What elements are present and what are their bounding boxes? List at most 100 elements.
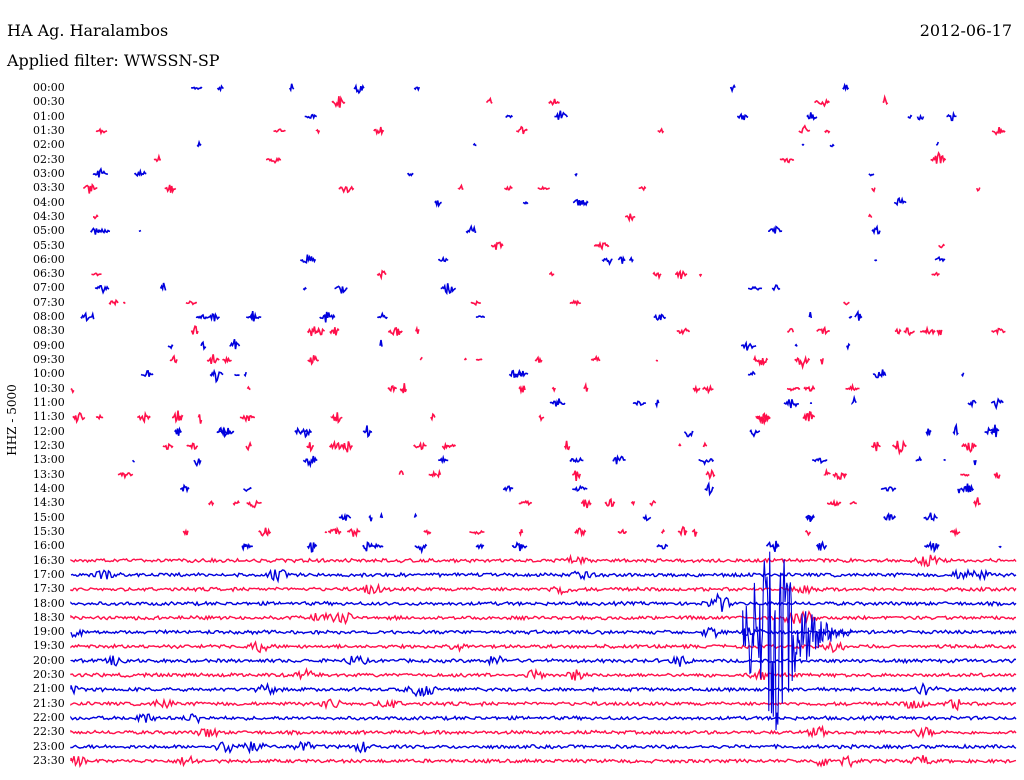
event-mark: [879, 369, 887, 379]
row-time-label: 06:30: [33, 267, 65, 281]
event-mark: [436, 468, 442, 479]
event-mark: [753, 354, 757, 362]
event-mark: [265, 156, 282, 164]
event-mark: [334, 285, 348, 294]
event-mark: [952, 422, 959, 437]
trace-row: [167, 339, 851, 351]
event-mark: [924, 540, 940, 554]
event-mark: [883, 512, 897, 521]
event-mark: [90, 227, 101, 235]
event-mark: [229, 339, 241, 350]
trace-line: [70, 553, 1017, 568]
event-mark: [740, 340, 757, 351]
event-mark: [548, 98, 560, 107]
event-mark: [324, 531, 328, 534]
event-mark: [379, 511, 384, 519]
row-time-label: 16:00: [33, 539, 65, 553]
event-mark: [245, 440, 252, 452]
event-mark: [338, 512, 352, 521]
row-time-label: 01:30: [33, 123, 65, 137]
event-mark: [207, 500, 215, 507]
event-mark: [678, 443, 682, 447]
event-mark: [638, 185, 647, 192]
row-time-label: 19:30: [33, 639, 65, 653]
event-mark: [841, 473, 847, 480]
event-mark: [737, 112, 749, 121]
event-mark: [92, 167, 108, 178]
trace-row: [174, 422, 1000, 439]
row-time-label: 00:00: [33, 81, 65, 94]
event-mark: [514, 368, 523, 378]
event-mark: [991, 327, 1006, 336]
event-mark: [925, 428, 932, 437]
event-mark: [765, 540, 772, 548]
event-mark: [882, 94, 889, 106]
row-time-label: 00:30: [33, 95, 65, 109]
trace-row: [70, 553, 1017, 568]
event-mark: [490, 241, 504, 250]
event-mark: [167, 344, 174, 350]
trace-line: [70, 713, 1017, 725]
row-time-label: 05:00: [33, 224, 65, 238]
event-mark: [973, 459, 977, 466]
row-time-label: 17:00: [33, 567, 65, 581]
event-mark: [815, 540, 828, 551]
event-mark: [239, 414, 255, 424]
event-mark: [338, 185, 355, 194]
event-mark: [593, 240, 610, 251]
event-mark: [319, 311, 336, 323]
event-mark: [182, 528, 189, 537]
event-mark: [820, 358, 824, 365]
event-mark: [957, 488, 961, 494]
event-mark: [806, 112, 818, 121]
event-mark: [698, 273, 703, 278]
event-mark: [870, 441, 881, 452]
trace-row: [70, 666, 1017, 681]
trace-row: [190, 325, 1006, 337]
event-mark: [413, 441, 427, 451]
event-mark: [824, 129, 831, 134]
event-mark: [823, 467, 831, 476]
event-mark: [516, 125, 528, 135]
trace-row: [94, 282, 781, 296]
event-mark: [534, 355, 543, 364]
row-time-label: 13:00: [33, 453, 65, 467]
event-mark: [304, 113, 318, 120]
row-time-label: 18:30: [33, 610, 65, 624]
trace-line: [70, 626, 1017, 640]
event-mark: [976, 187, 981, 192]
trace-line: [70, 666, 1017, 681]
row-time-label: 02:30: [33, 152, 65, 166]
event-mark: [654, 399, 660, 409]
event-mark: [246, 499, 262, 509]
event-mark: [617, 255, 626, 264]
event-mark: [829, 143, 835, 148]
event-mark: [691, 528, 698, 537]
event-mark: [171, 410, 184, 424]
event-mark: [949, 527, 961, 538]
event-mark: [518, 529, 524, 538]
event-mark: [923, 512, 938, 522]
event-mark: [502, 485, 514, 493]
trace-line: [70, 610, 1017, 626]
event-mark: [854, 309, 863, 321]
event-mark: [946, 110, 957, 122]
row-time-label: 11:30: [33, 410, 65, 424]
event-mark: [430, 412, 436, 422]
event-mark: [574, 527, 587, 538]
event-mark: [193, 458, 202, 468]
event-mark: [604, 497, 616, 508]
row-time-label: 06:00: [33, 252, 65, 266]
event-mark: [438, 255, 449, 263]
event-mark: [652, 271, 662, 281]
trace-row: [338, 511, 938, 523]
event-mark: [630, 500, 636, 507]
event-mark: [590, 354, 601, 363]
event-mark: [554, 110, 569, 120]
event-mark: [169, 359, 173, 362]
trace-row: [70, 724, 1017, 740]
event-mark: [931, 271, 940, 277]
event-mark: [747, 370, 756, 376]
event-mark: [649, 499, 657, 507]
event-mark: [246, 385, 251, 391]
